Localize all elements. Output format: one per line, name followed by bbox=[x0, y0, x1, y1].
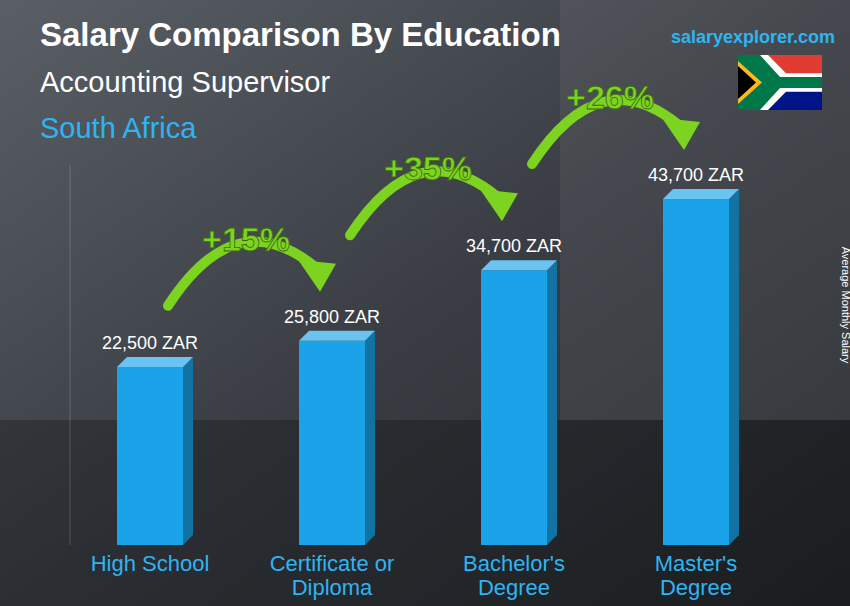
arrow-head bbox=[298, 260, 336, 292]
data-label: 22,500 ZAR bbox=[102, 333, 198, 353]
flag-white bbox=[738, 55, 822, 110]
bar-group bbox=[481, 260, 557, 545]
category-line: Certificate or bbox=[270, 551, 395, 576]
bar-side bbox=[365, 331, 375, 545]
title: Salary Comparison By Education bbox=[40, 16, 561, 53]
bar-top bbox=[481, 260, 557, 270]
bar-top bbox=[299, 331, 375, 341]
bar-side bbox=[729, 189, 739, 545]
data-label: 34,700 ZAR bbox=[466, 236, 562, 256]
subtitle: Accounting Supervisor bbox=[40, 66, 330, 98]
chart: 22,500 ZAR 25,800 ZAR 34,700 ZAR 43,700 ZAR… bbox=[0, 0, 850, 606]
category-line: High School bbox=[91, 551, 210, 576]
category-label: Bachelor'sDegree bbox=[463, 551, 565, 600]
bar-group bbox=[299, 331, 375, 545]
location: South Africa bbox=[40, 112, 197, 144]
y-axis-label: Average Monthly Salary bbox=[840, 247, 850, 364]
category-line: Degree bbox=[660, 575, 732, 600]
category-label: Master'sDegree bbox=[655, 551, 737, 600]
change-label: +15% bbox=[202, 220, 290, 258]
category-label: Certificate orDiploma bbox=[270, 551, 395, 600]
bar-group bbox=[117, 357, 193, 545]
category-line: Degree bbox=[478, 575, 550, 600]
data-label: 25,800 ZAR bbox=[284, 307, 380, 327]
category-line: Bachelor's bbox=[463, 551, 565, 576]
bar-side bbox=[183, 357, 193, 545]
bar bbox=[117, 367, 183, 545]
bar-group bbox=[663, 189, 739, 545]
arrow-head bbox=[662, 118, 700, 150]
bar-side bbox=[547, 260, 557, 545]
background bbox=[0, 0, 850, 606]
data-label: 43,700 ZAR bbox=[648, 165, 744, 185]
arrow-head bbox=[480, 189, 518, 221]
flag-black bbox=[738, 66, 756, 99]
bar bbox=[299, 341, 365, 545]
category-line: Master's bbox=[655, 551, 737, 576]
chart-root: 22,500 ZAR 25,800 ZAR 34,700 ZAR 43,700 ZAR… bbox=[0, 0, 850, 606]
bars bbox=[117, 189, 739, 545]
change-label: +26% bbox=[566, 78, 654, 116]
bar-top bbox=[117, 357, 193, 367]
category-line: Diploma bbox=[292, 575, 373, 600]
flag-gold bbox=[738, 61, 762, 104]
change-label: +35% bbox=[384, 149, 472, 187]
bar bbox=[481, 270, 547, 545]
flag bbox=[738, 55, 822, 110]
source: salaryexplorer.com bbox=[671, 27, 835, 47]
bar bbox=[663, 199, 729, 545]
bar-top bbox=[663, 189, 739, 199]
flag-green bbox=[738, 55, 822, 110]
value-axis bbox=[70, 165, 71, 545]
category-label: High School bbox=[91, 551, 210, 576]
